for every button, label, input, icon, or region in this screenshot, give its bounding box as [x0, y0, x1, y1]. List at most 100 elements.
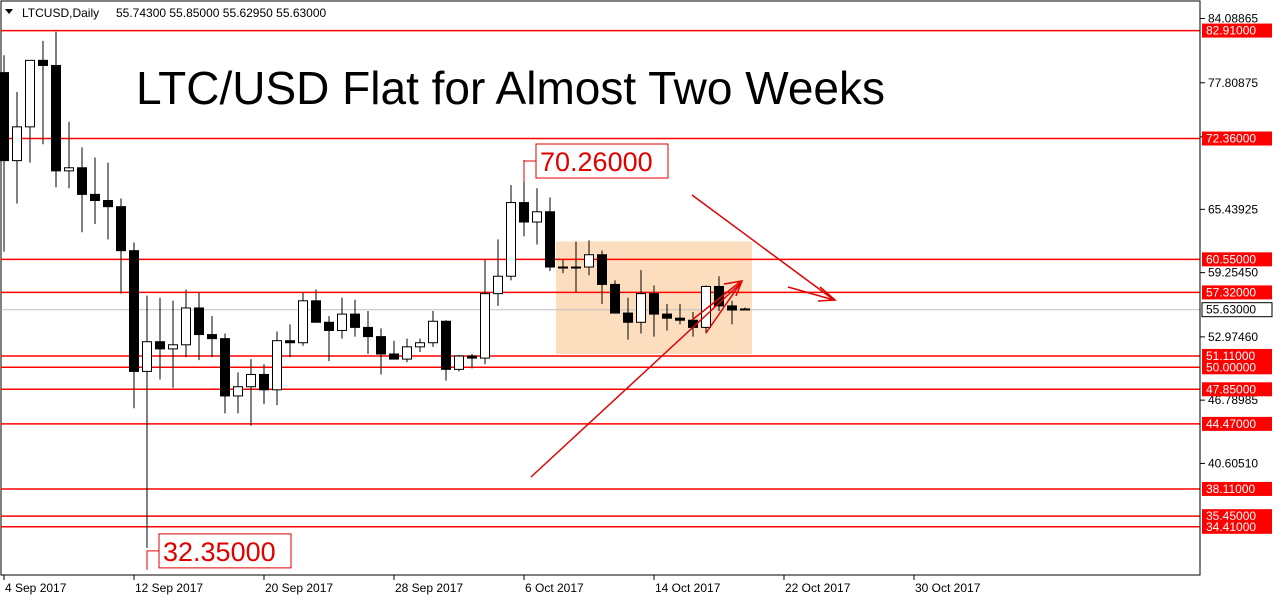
candle[interactable]: [194, 292, 204, 361]
level-price-tag: [1202, 252, 1272, 267]
candle[interactable]: [415, 338, 425, 352]
candle-body-bullish: [12, 126, 22, 162]
candle[interactable]: [610, 280, 620, 314]
candle-body-bullish: [584, 254, 594, 268]
candle[interactable]: [272, 331, 282, 406]
candle-body-bearish: [129, 250, 139, 372]
date-tick-label: 6 Oct 2017: [525, 581, 584, 595]
candle[interactable]: [337, 297, 347, 339]
candle[interactable]: [675, 303, 685, 325]
candle[interactable]: [662, 303, 672, 331]
arrow-upward-short-b: [705, 283, 741, 334]
candle-body-bearish: [714, 285, 724, 307]
candle[interactable]: [207, 316, 217, 358]
candle[interactable]: [740, 307, 750, 311]
candle[interactable]: [324, 316, 334, 362]
candle-body-bearish: [545, 211, 555, 268]
candle[interactable]: [155, 297, 165, 380]
candle-body-bullish: [64, 167, 74, 172]
candle[interactable]: [77, 147, 87, 233]
candle-body-bearish: [220, 338, 230, 397]
candle[interactable]: [506, 185, 516, 281]
candle[interactable]: [350, 299, 360, 337]
dropdown-arrow-icon[interactable]: [5, 9, 13, 14]
candle[interactable]: [727, 300, 737, 325]
candle-body-bullish: [480, 293, 490, 359]
candle[interactable]: [103, 162, 113, 240]
candle-body-bullish: [571, 266, 581, 269]
candle[interactable]: [220, 333, 230, 414]
candle[interactable]: [363, 311, 373, 354]
candle[interactable]: [558, 259, 568, 274]
level-price-tag: [1202, 509, 1272, 524]
candle-body-bearish: [519, 202, 529, 223]
candle[interactable]: [623, 297, 633, 340]
price-annotation: 70.26000: [523, 143, 669, 183]
candle[interactable]: [636, 270, 646, 334]
candle[interactable]: [714, 276, 724, 312]
candle[interactable]: [402, 338, 412, 363]
level-price-tag: [1202, 23, 1272, 38]
candle[interactable]: [116, 198, 126, 294]
level-price-label: 60.55000: [1206, 252, 1256, 266]
candle[interactable]: [532, 188, 542, 245]
candle[interactable]: [454, 355, 464, 372]
arrow-upward-long: [530, 281, 743, 478]
price-annotation: 32.35000: [146, 533, 292, 570]
candle[interactable]: [441, 320, 451, 381]
candle[interactable]: [285, 324, 295, 358]
candle[interactable]: [181, 289, 191, 358]
candle-body-bullish: [493, 275, 503, 295]
candle[interactable]: [571, 241, 581, 293]
candle-body-bearish: [116, 206, 126, 252]
level-price-label: 34.41000: [1206, 520, 1256, 534]
candle[interactable]: [467, 353, 477, 369]
candle-body-bearish: [662, 313, 672, 319]
level-price-label: 51.11000: [1206, 349, 1255, 363]
candle-body-bullish: [402, 346, 412, 360]
candle-body-bullish: [701, 285, 711, 328]
candle-body-bearish: [194, 307, 204, 336]
candle[interactable]: [389, 340, 399, 360]
price-tick-label: 65.43925: [1208, 202, 1258, 216]
candle[interactable]: [25, 59, 35, 163]
level-price-label: 50.00000: [1206, 360, 1256, 374]
candle-body-bullish: [454, 355, 464, 370]
candle-body-bearish: [311, 300, 321, 323]
price-tick-label: 84.08865: [1208, 12, 1258, 26]
candle[interactable]: [428, 311, 438, 347]
candle[interactable]: [142, 295, 152, 548]
price-tick-label: 77.80875: [1208, 76, 1258, 90]
candle[interactable]: [233, 372, 243, 414]
candle[interactable]: [129, 242, 139, 409]
candle[interactable]: [90, 157, 100, 225]
candle[interactable]: [545, 197, 555, 272]
candle[interactable]: [12, 92, 22, 204]
candle[interactable]: [246, 359, 256, 426]
candle[interactable]: [649, 285, 659, 337]
candle[interactable]: [376, 328, 386, 375]
annotation-label: 32.35000: [163, 537, 276, 567]
price-tick-label: 40.60510: [1208, 456, 1258, 470]
candle[interactable]: [298, 292, 308, 346]
candle[interactable]: [493, 239, 503, 306]
candle-body-bearish: [610, 283, 620, 314]
candle[interactable]: [0, 55, 9, 252]
header-ohlc: 55.74300 55.85000 55.62950 55.63000: [116, 6, 327, 20]
level-price-tag: [1202, 285, 1272, 300]
candle[interactable]: [311, 289, 321, 323]
level-price-tag: [1202, 131, 1272, 146]
candle[interactable]: [51, 31, 61, 188]
current-price-tag: [1201, 302, 1273, 318]
candle[interactable]: [259, 364, 269, 405]
candle[interactable]: [584, 240, 594, 276]
candle-body-bullish: [415, 342, 425, 348]
candle[interactable]: [168, 300, 178, 388]
level-price-tag: [1202, 519, 1272, 534]
candle-body-bearish: [207, 334, 217, 340]
candle[interactable]: [38, 40, 48, 145]
candle[interactable]: [480, 259, 490, 365]
candle[interactable]: [597, 250, 607, 304]
candle[interactable]: [64, 121, 74, 189]
